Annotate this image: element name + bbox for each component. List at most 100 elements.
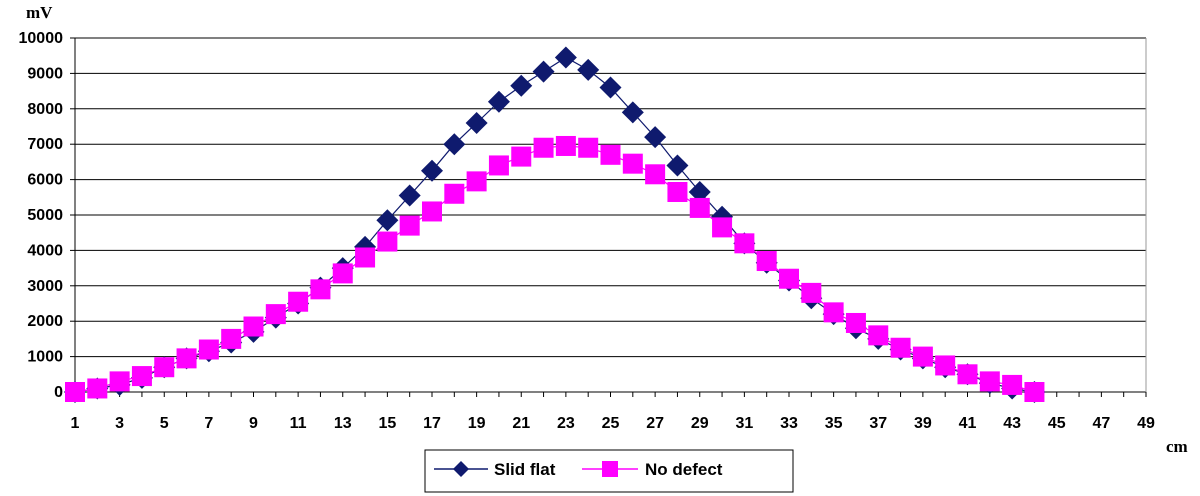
x-tick-label-27: 27 (646, 415, 664, 432)
data-point (712, 217, 733, 238)
y-tick-label-0: 0 (54, 384, 63, 401)
y-tick-label-7000: 7000 (27, 136, 63, 153)
data-point (377, 231, 398, 252)
data-point (399, 215, 420, 236)
data-point (87, 378, 108, 399)
x-tick-label-41: 41 (959, 415, 977, 432)
data-point (555, 135, 576, 156)
x-tick-label-33: 33 (780, 415, 798, 432)
data-point (622, 153, 643, 174)
data-point (979, 371, 1000, 392)
legend: Slid flat No defect (424, 449, 794, 493)
series (64, 46, 1046, 403)
data-point (577, 58, 600, 81)
x-tick-label-31: 31 (735, 415, 753, 432)
data-point (421, 159, 443, 182)
data-point (221, 328, 242, 349)
data-point (355, 247, 376, 268)
data-point (376, 209, 399, 232)
data-point (131, 366, 152, 387)
data-point (332, 263, 353, 284)
data-point (935, 355, 956, 376)
y-axis-unit-label: mV (26, 3, 53, 22)
data-point (621, 101, 644, 124)
y-tick-label-1000: 1000 (27, 349, 63, 366)
data-point (689, 197, 710, 218)
data-point (466, 171, 487, 192)
data-point (444, 183, 465, 204)
data-point (533, 137, 554, 158)
data-point (845, 312, 866, 333)
data-point (109, 371, 130, 392)
x-tick-label-7: 7 (204, 415, 213, 432)
data-point (779, 268, 799, 289)
x-tick-label-1: 1 (71, 415, 80, 432)
series-line (74, 145, 1035, 393)
x-axis-unit-label: cm (1166, 437, 1188, 456)
legend-label-no-defect: No defect (645, 460, 723, 479)
x-tick-label-17: 17 (423, 415, 441, 432)
x-tick-label-39: 39 (914, 415, 932, 432)
data-point (554, 46, 577, 69)
data-point (265, 304, 286, 325)
data-point (645, 164, 666, 185)
data-point (510, 74, 533, 97)
data-point (398, 184, 421, 207)
y-tick-label-9000: 9000 (27, 65, 63, 82)
data-point (756, 251, 777, 272)
data-point (644, 126, 667, 149)
data-point (488, 155, 509, 176)
data-point (688, 180, 711, 203)
y-tick-label-6000: 6000 (27, 172, 63, 189)
data-point (422, 201, 442, 222)
x-tick-label-19: 19 (468, 415, 486, 432)
data-point (243, 316, 264, 337)
x-tick-label-3: 3 (115, 415, 124, 432)
x-tick-label-9: 9 (249, 415, 258, 432)
y-tick-label-8000: 8000 (27, 101, 63, 118)
x-tick-label-45: 45 (1048, 415, 1066, 432)
x-tick-label-49: 49 (1137, 415, 1155, 432)
data-point (511, 146, 532, 167)
data-point (599, 76, 622, 99)
x-tick-label-29: 29 (691, 415, 709, 432)
x-tick-label-23: 23 (557, 415, 575, 432)
data-point (890, 337, 911, 358)
series-no-defect (65, 135, 1045, 402)
data-point (154, 357, 175, 378)
y-tick-labels: 0 1000 2000 3000 4000 5000 6000 7000 8000 9000 100… (19, 30, 64, 401)
data-point (465, 111, 488, 134)
x-tick-label-43: 43 (1003, 415, 1021, 432)
legend-label-slid-flat: Slid flat (494, 460, 556, 479)
y-tick-label-5000: 5000 (27, 207, 63, 224)
x-tick-label-21: 21 (512, 415, 530, 432)
data-point (288, 291, 309, 312)
data-point (667, 181, 688, 202)
data-point (1002, 374, 1023, 395)
data-point (176, 348, 197, 369)
data-point (310, 279, 331, 300)
x-tick-labels: 1 3 5 7 9 11 13 15 17 19 21 23 25 27 29 31 33 35 37 39 41 43 4… (71, 415, 1155, 432)
data-point (823, 302, 844, 323)
data-point (1024, 382, 1045, 402)
x-tick-label-37: 37 (869, 415, 887, 432)
data-point (734, 233, 755, 254)
data-point (198, 339, 219, 360)
x-tick-label-11: 11 (290, 415, 307, 432)
data-point (600, 144, 621, 165)
x-tick-label-35: 35 (825, 415, 843, 432)
data-point (868, 325, 889, 346)
x-tick-label-15: 15 (378, 415, 396, 432)
data-point (443, 133, 466, 156)
legend-marker-slid-flat (453, 461, 469, 477)
data-point (666, 154, 689, 177)
data-point (578, 137, 599, 158)
data-point (801, 282, 822, 303)
y-tick-label-3000: 3000 (27, 278, 63, 295)
data-point (957, 364, 978, 385)
y-tick-label-10000: 10000 (19, 30, 64, 47)
y-tick-label-4000: 4000 (27, 242, 63, 259)
data-point (65, 382, 85, 402)
data-point (912, 346, 933, 367)
